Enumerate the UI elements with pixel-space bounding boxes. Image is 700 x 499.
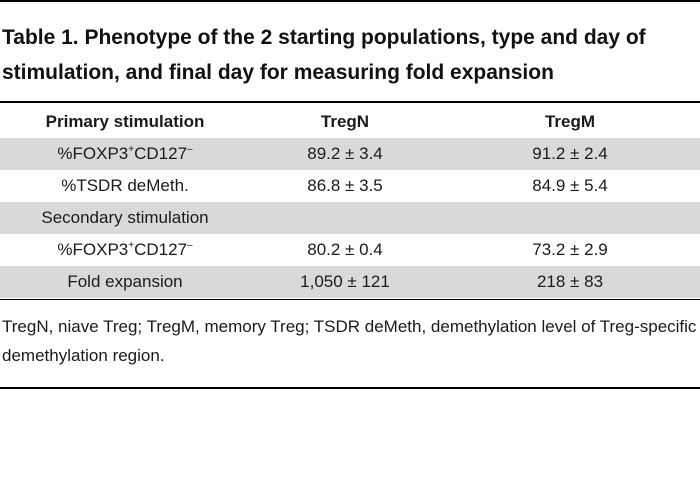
table-row: Secondary stimulation (0, 202, 700, 234)
row-label: %TSDR deMeth. (61, 176, 189, 195)
row-label-part: %FOXP3 (57, 144, 129, 163)
table-row: Fold expansion 1,050 ± 121 218 ± 83 (0, 266, 700, 298)
footer-rule (0, 299, 700, 300)
cell-tregn (250, 202, 440, 234)
row-label-part: CD127 (134, 144, 188, 163)
cell-tregm: 73.2 ± 2.9 (532, 240, 608, 259)
row-label-superscript: – (187, 144, 193, 155)
row-label: %FOXP3+CD127– (0, 138, 250, 170)
header-rule (0, 101, 700, 103)
cell-tregn: 89.2 ± 3.4 (250, 138, 440, 170)
column-header-tregn: TregN (320, 112, 370, 131)
column-header-tregm: TregM (544, 112, 596, 131)
cell-tregm: 84.9 ± 5.4 (532, 176, 608, 195)
table-row: %FOXP3+CD127– 80.2 ± 0.4 73.2 ± 2.9 (0, 234, 700, 266)
cell-tregm (440, 202, 700, 234)
row-label: %FOXP3+CD127– (0, 234, 250, 266)
table-row: %FOXP3+CD127– 89.2 ± 3.4 91.2 ± 2.4 (0, 138, 700, 170)
table-row: %TSDR deMeth. 86.8 ± 3.5 84.9 ± 5.4 (0, 170, 700, 202)
row-label-superscript: – (187, 240, 193, 251)
row-label-superscript: + (128, 240, 135, 251)
top-rule (0, 0, 700, 2)
cell-tregn: 1,050 ± 121 (250, 266, 440, 298)
row-label-superscript: + (128, 144, 135, 155)
cell-tregn: 86.8 ± 3.5 (307, 176, 383, 195)
data-table: Primary stimulation TregN TregM %FOXP3+C… (0, 106, 700, 298)
row-label-part: %FOXP3 (57, 240, 129, 259)
table-title: Table 1. Phenotype of the 2 starting pop… (2, 26, 646, 84)
table-footnote: TregN, niave Treg; TregM, memory Treg; T… (2, 317, 697, 365)
row-label: Fold expansion (0, 266, 250, 298)
table-header-row: Primary stimulation TregN TregM (0, 106, 700, 138)
cell-tregm: 218 ± 83 (440, 266, 700, 298)
cell-tregm: 91.2 ± 2.4 (440, 138, 700, 170)
row-label-part: CD127 (134, 240, 188, 259)
bottom-rule (0, 387, 700, 389)
cell-tregn: 80.2 ± 0.4 (307, 240, 383, 259)
column-header-primary-stimulation: Primary stimulation (45, 112, 205, 131)
row-label: Secondary stimulation (0, 202, 250, 234)
